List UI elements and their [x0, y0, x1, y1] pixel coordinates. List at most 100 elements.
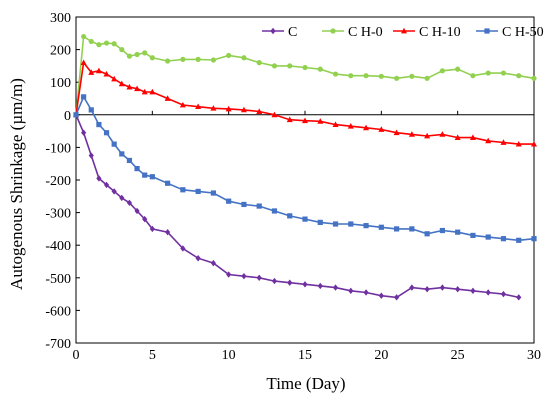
data-point-c: [409, 284, 415, 291]
data-point-c-h-0: [424, 75, 430, 81]
data-point-c-h-0: [210, 57, 216, 63]
data-point-c-h-10: [164, 95, 171, 101]
data-point-c: [516, 294, 522, 301]
data-point-c-h-50: [226, 198, 232, 204]
data-point-c-h-10: [126, 83, 133, 90]
y-tick-label: 300: [50, 11, 71, 26]
data-point-c-h-0: [165, 58, 171, 64]
data-point-c-h-10: [111, 75, 118, 82]
data-point-c-h-10: [271, 111, 278, 118]
data-point-c-h-10: [408, 131, 415, 137]
data-point-c-h-0: [126, 53, 133, 59]
data-point-c-h-50: [302, 216, 308, 222]
data-point-c-h-10: [179, 101, 186, 108]
data-point-c: [256, 274, 262, 281]
y-tick-label: -200: [45, 174, 71, 189]
x-tick-label: 20: [374, 348, 388, 363]
data-point-c-h-0: [88, 38, 94, 45]
legend-item-c: C: [262, 25, 297, 40]
x-axis-title: Time (Day): [266, 374, 345, 393]
legend-item-c-h-50: C H-50: [476, 25, 544, 40]
data-point-c-h-50: [500, 236, 507, 242]
series-line-c: [75, 114, 519, 299]
data-point-c-h-50: [470, 232, 476, 239]
data-point-c-h-50: [142, 172, 148, 178]
data-point-c-h-0: [455, 66, 461, 72]
data-point-c: [142, 215, 148, 223]
data-point-c-h-50: [195, 188, 201, 195]
data-point-c-h-0: [317, 66, 323, 72]
data-point-c-h-0: [271, 63, 278, 69]
data-point-c: [317, 282, 323, 290]
data-point-c-h-10: [332, 121, 339, 127]
data-point-c-h-10: [256, 108, 263, 114]
data-point-c: [302, 281, 308, 288]
x-tick-label: 25: [451, 348, 465, 363]
data-point-c: [287, 279, 293, 286]
data-point-c-h-10: [80, 59, 87, 66]
data-point-c-h-0: [500, 70, 507, 76]
data-point-c-h-10: [149, 88, 156, 95]
data-point-c: [226, 271, 232, 278]
data-point-c-h-10: [363, 124, 370, 131]
data-point-c-h-50: [88, 107, 94, 113]
x-axis: 0 5 10 15 20 25 30: [73, 110, 541, 363]
data-point-c-h-10: [240, 106, 247, 113]
data-point-c-h-50: [287, 213, 293, 219]
data-point-c: [241, 272, 247, 280]
data-point-c-h-50: [439, 227, 445, 234]
data-point-c-h-10: [500, 139, 507, 145]
data-point-c-h-50: [126, 157, 133, 164]
data-point-c-h-0: [119, 47, 125, 53]
legend-label: C H-10: [419, 25, 461, 40]
data-point-c-h-50: [180, 187, 186, 193]
data-point-c: [455, 286, 461, 293]
data-point-c-h-10: [95, 67, 102, 74]
data-point-c-h-50: [119, 151, 125, 157]
data-point-c-h-0: [195, 56, 201, 62]
data-point-c-h-0: [241, 55, 247, 61]
x-tick-label: 5: [149, 348, 156, 363]
series-line-c-h-0: [75, 35, 535, 115]
y-tick-label: -400: [45, 239, 71, 254]
data-point-c-h-0: [378, 73, 384, 79]
data-point-c: [81, 129, 87, 136]
data-point-c-h-50: [409, 226, 415, 232]
data-point-c: [485, 289, 491, 296]
legend-label: C: [288, 25, 297, 40]
data-point-c-h-10: [195, 103, 202, 110]
data-point-c-h-10: [485, 137, 492, 144]
data-point-c-h-0: [142, 50, 148, 56]
data-point-c-h-10: [469, 134, 476, 141]
y-tick-label: 0: [64, 109, 71, 124]
data-point-c-h-10: [378, 126, 385, 132]
data-point-c-h-10: [141, 88, 148, 95]
data-point-c-h-10: [347, 123, 354, 129]
data-point-c-h-10: [134, 85, 141, 92]
data-point-c-h-0: [81, 33, 87, 40]
data-point-c-h-10: [302, 117, 308, 124]
data-point-c: [103, 181, 110, 189]
data-point-c: [126, 199, 133, 207]
data-point-c-h-10: [531, 140, 537, 147]
data-point-c-h-50: [455, 229, 461, 235]
data-point-c-h-0: [363, 73, 369, 79]
data-point-c: [378, 292, 384, 299]
series-line-c-h-10: [75, 60, 534, 145]
legend-swatch-marker: [484, 28, 490, 34]
data-point-c: [180, 245, 186, 252]
legend-swatch-marker: [401, 27, 407, 34]
data-point-c-h-0: [256, 60, 262, 66]
data-point-c-h-0: [348, 73, 354, 79]
data-point-c-h-0: [180, 56, 186, 62]
data-point-c: [88, 152, 94, 159]
data-point-c-h-0: [531, 75, 537, 81]
data-point-c-h-0: [302, 64, 308, 71]
data-point-c-h-50: [531, 236, 537, 242]
data-point-c-h-10: [225, 105, 232, 112]
data-point-c-h-50: [271, 208, 278, 214]
data-point-c-h-10: [439, 131, 446, 137]
data-point-c-h-10: [286, 116, 293, 123]
data-point-c-h-0: [470, 73, 476, 79]
